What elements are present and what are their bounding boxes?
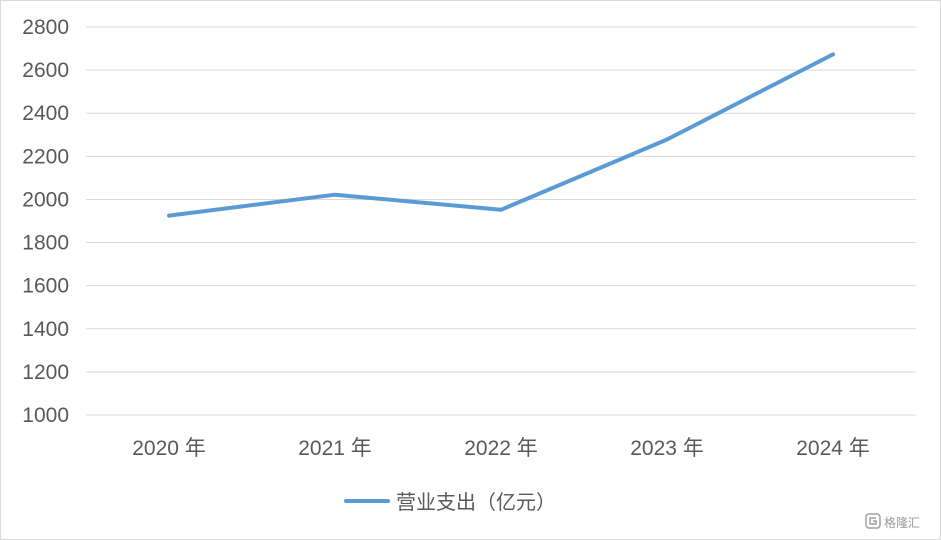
y-tick-label: 1200 [22, 361, 69, 384]
x-tick-label: 2022 年 [464, 437, 538, 460]
y-axis-ticks: 1000 1200 1400 1600 1800 2000 2200 2400 2600 2800 [22, 16, 69, 427]
watermark-text: 格隆汇 [884, 515, 920, 530]
y-tick-label: 2800 [22, 16, 69, 39]
x-axis-ticks: 2020 年 2021 年 2022 年 2023 年 2024 年 [132, 437, 870, 460]
x-tick-label: 2023 年 [630, 437, 704, 460]
x-tick-label: 2020 年 [132, 437, 206, 460]
gelonghui-logo-icon [865, 513, 881, 529]
legend: 营业支出（亿元） [344, 490, 556, 514]
gridlines [86, 26, 916, 416]
legend-label: 营业支出（亿元） [396, 490, 556, 514]
y-tick-label: 1400 [22, 318, 69, 341]
series-lines [167, 52, 835, 218]
watermark: 格隆汇 [865, 513, 920, 530]
series-line-0 [167, 52, 835, 218]
y-tick-label: 2000 [22, 188, 69, 211]
x-tick-label: 2024 年 [796, 437, 870, 460]
y-tick-label: 1800 [22, 232, 69, 255]
y-tick-label: 1600 [22, 275, 69, 298]
x-tick-label: 2021 年 [298, 437, 372, 460]
y-tick-label: 2600 [22, 59, 69, 82]
y-tick-label: 2400 [22, 102, 69, 125]
y-tick-label: 2200 [22, 145, 69, 168]
y-tick-label: 1000 [22, 404, 69, 427]
